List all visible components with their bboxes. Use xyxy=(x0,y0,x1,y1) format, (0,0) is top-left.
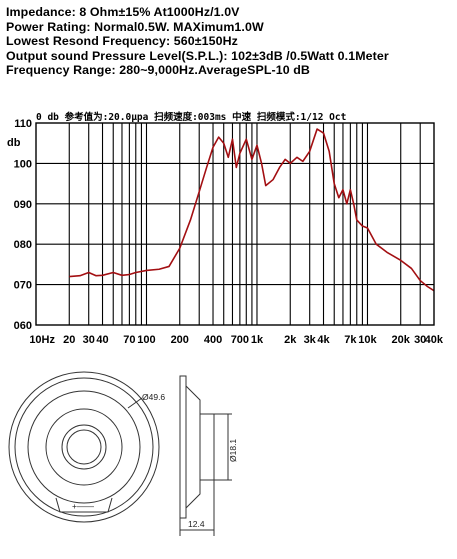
x-tick-label: 100 xyxy=(137,334,155,346)
chart-header: 0 db 参考值为:20.0μpa 扫频速度:003ms 中速 扫频模式:1/1… xyxy=(36,111,346,123)
front-terminal-tab xyxy=(55,497,113,513)
front-diameter-leader xyxy=(127,397,143,409)
y-tick-label: 060 xyxy=(14,320,32,332)
x-tick-label: 40k xyxy=(425,334,444,346)
frequency-response-chart: 0 db 参考值为:20.0μpa 扫频速度:003ms 中速 扫频模式:1/1… xyxy=(7,111,444,346)
plot-frame xyxy=(35,122,435,326)
front-rim-inner xyxy=(14,377,154,517)
x-tick-label: 30 xyxy=(414,334,426,346)
front-dust-cap xyxy=(61,424,107,470)
x-tick-label: 700 xyxy=(231,334,249,346)
side-frame-plate xyxy=(179,375,187,519)
x-tick-label: 1k xyxy=(251,334,264,346)
y-tick-label: 100 xyxy=(14,158,32,170)
x-tick-label: 3k xyxy=(304,334,317,346)
front-dust-cap-inner xyxy=(66,429,102,465)
x-tick-label: 4k xyxy=(317,334,330,346)
x-tick-label: 10k xyxy=(358,334,377,346)
x-tick-label: 200 xyxy=(171,334,189,346)
x-tick-label: 7k xyxy=(344,334,357,346)
front-diameter-label: Ø49.6 xyxy=(142,392,165,402)
y-tick-label: 070 xyxy=(14,280,32,292)
speaker-front-view xyxy=(8,371,160,523)
front-surround xyxy=(27,390,141,504)
y-tick-label: 080 xyxy=(14,239,32,251)
spec-block: Impedance: 8 Ohm±15% At1000Hz/1.0V Power… xyxy=(6,5,454,78)
spec-impedance: Impedance: 8 Ohm±15% At1000Hz/1.0V xyxy=(6,5,240,19)
front-cone xyxy=(45,408,123,486)
side-depth-label: 12.4 xyxy=(188,519,205,529)
front-terminal-label: +—— xyxy=(72,501,94,511)
spec-spl: Output sound Pressure Level(S.P.L.): 102… xyxy=(6,48,389,63)
x-tick-label: 400 xyxy=(204,334,222,346)
x-tick-label: 30 xyxy=(83,334,95,346)
x-tick-label: 20k xyxy=(392,334,411,346)
x-tick-label: 2k xyxy=(284,334,297,346)
x-tick-label: 10Hz xyxy=(29,334,55,346)
y-tick-label: 090 xyxy=(14,199,32,211)
x-tick-label: 20 xyxy=(63,334,75,346)
x-tick-label: 40 xyxy=(96,334,108,346)
front-outer-rim xyxy=(8,371,160,523)
x-tick-label: 70 xyxy=(123,334,135,346)
y-tick-label: 110 xyxy=(14,118,32,130)
side-basket xyxy=(185,385,201,509)
spec-power-rating: Power Rating: Normal0.5W. MAXimum1.0W xyxy=(6,19,264,34)
spec-frequency-range: Frequency Range: 280~9,000Hz.AverageSPL-… xyxy=(6,63,310,78)
side-magnet xyxy=(199,413,215,481)
response-curve xyxy=(69,128,435,292)
chart-series xyxy=(69,128,435,292)
y-axis-unit-label: db xyxy=(7,137,21,149)
side-magnet-dim-label: Ø18.1 xyxy=(228,439,238,462)
speaker-side-view xyxy=(179,375,232,536)
spec-resonant-frequency: Lowest Resond Frequency: 560±150Hz xyxy=(6,34,238,49)
